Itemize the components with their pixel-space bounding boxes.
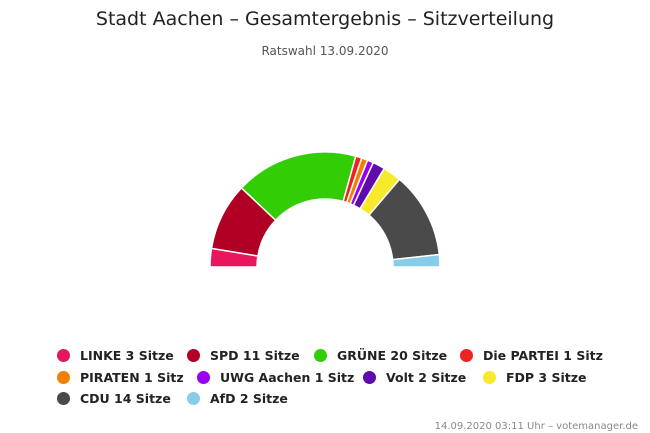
credits[interactable]: 14.09.2020 03:11 Uhr – votemanager.de <box>434 421 638 432</box>
legend-marker-icon <box>57 392 70 405</box>
legend-item-fdp[interactable]: FDP 3 Sitze <box>483 370 587 385</box>
legend-item-uwg-aachen[interactable]: UWG Aachen 1 Sitz <box>197 370 354 385</box>
legend-marker-icon <box>57 371 70 384</box>
slice-afd[interactable] <box>391 253 441 268</box>
legend-marker-icon <box>187 349 200 362</box>
legend-marker-icon <box>363 371 376 384</box>
chart-subtitle: Ratswahl 13.09.2020 <box>261 44 389 58</box>
legend-label: FDP 3 Sitze <box>506 370 587 385</box>
legend-label: Die PARTEI 1 Sitz <box>483 348 603 363</box>
legend-marker-icon <box>197 371 210 384</box>
legend-item-cdu[interactable]: CDU 14 Sitze <box>57 391 171 406</box>
legend-label: GRÜNE 20 Sitze <box>337 348 448 363</box>
legend-label: LINKE 3 Sitze <box>80 348 174 363</box>
chart-title: Stadt Aachen – Gesamtergebnis – Sitzvert… <box>95 8 555 30</box>
legend-item-spd[interactable]: SPD 11 Sitze <box>187 348 300 363</box>
legend-label: AfD 2 Sitze <box>210 391 288 406</box>
legend-item-linke[interactable]: LINKE 3 Sitze <box>57 348 174 363</box>
legend-label: Volt 2 Sitze <box>386 370 467 385</box>
legend-marker-icon <box>314 349 327 362</box>
legend-marker-icon <box>483 371 496 384</box>
legend-marker-icon <box>57 349 70 362</box>
legend-item-afd[interactable]: AfD 2 Sitze <box>187 391 288 406</box>
legend-label: CDU 14 Sitze <box>80 391 171 406</box>
legend-label: PIRATEN 1 Sitz <box>80 370 184 385</box>
legend-item-piraten[interactable]: PIRATEN 1 Sitz <box>57 370 184 385</box>
legend-item-volt[interactable]: Volt 2 Sitze <box>363 370 466 385</box>
legend-label: UWG Aachen 1 Sitz <box>220 370 355 385</box>
legend-marker-icon <box>460 349 473 362</box>
legend-label: SPD 11 Sitze <box>210 348 300 363</box>
legend-item-gr-ne[interactable]: GRÜNE 20 Sitze <box>314 348 447 363</box>
legend-marker-icon <box>187 392 200 405</box>
legend-item-die-partei[interactable]: Die PARTEI 1 Sitz <box>460 348 603 363</box>
